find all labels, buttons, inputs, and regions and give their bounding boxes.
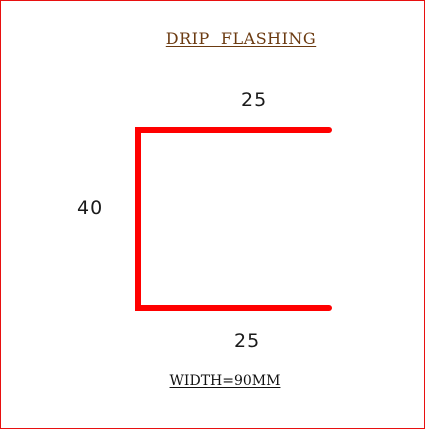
drawing-title: DRIP FLASHING <box>165 29 317 48</box>
dimension-top-flange: 25 <box>241 89 268 111</box>
flashing-profile-line <box>135 127 332 311</box>
dimension-vertical-web: 40 <box>77 197 104 219</box>
width-label: WIDTH=90MM <box>169 373 281 389</box>
dimension-bottom-flange: 25 <box>234 330 261 352</box>
